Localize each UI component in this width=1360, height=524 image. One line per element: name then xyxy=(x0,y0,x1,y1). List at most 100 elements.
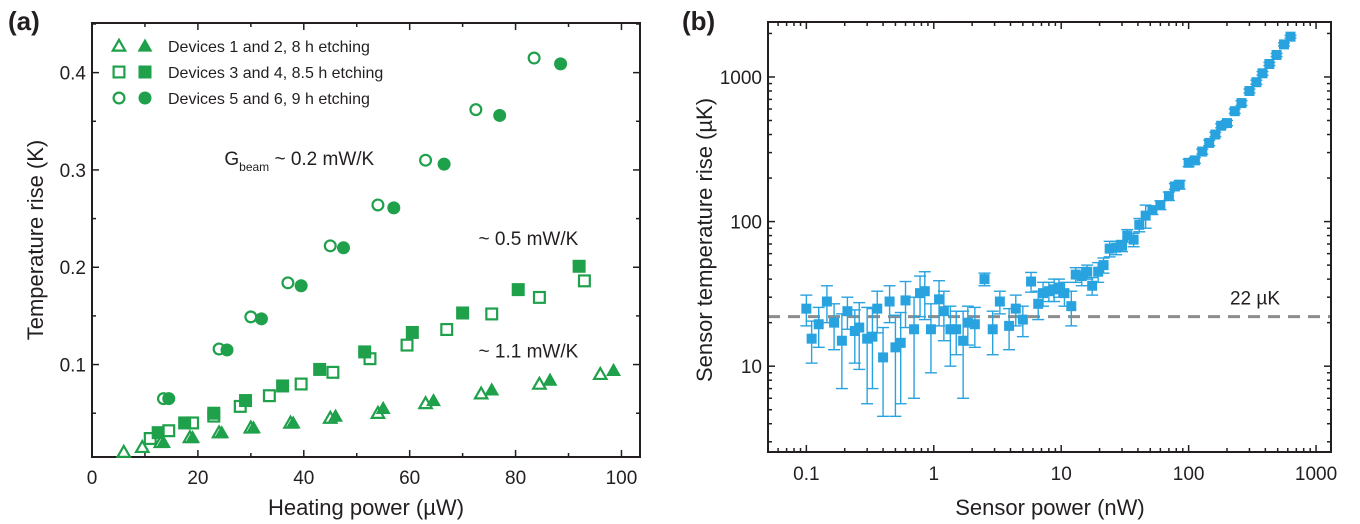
data-marker xyxy=(890,342,901,353)
panel-a-marks xyxy=(115,51,622,458)
y-tick-label: 0.4 xyxy=(60,64,87,85)
y-tick-label: 100 xyxy=(730,213,762,234)
data-point xyxy=(1025,271,1038,293)
data-marker xyxy=(1017,314,1028,325)
data-marker xyxy=(1104,243,1115,254)
data-marker xyxy=(994,296,1005,307)
data-marker xyxy=(1082,266,1093,277)
data-point xyxy=(358,345,372,359)
data-point xyxy=(577,274,591,288)
legend-marker-open xyxy=(112,65,126,79)
x-tick-label: 10 xyxy=(1051,464,1072,485)
data-point xyxy=(162,392,176,406)
data-point xyxy=(871,290,884,334)
data-point xyxy=(1209,129,1222,140)
legend-label: Devices 3 and 4, 8.5 h etching xyxy=(168,65,383,82)
data-point xyxy=(1016,305,1029,338)
data-point xyxy=(1009,294,1022,327)
data-marker xyxy=(938,306,949,317)
data-marker xyxy=(1004,320,1015,331)
data-point xyxy=(1133,217,1146,233)
x-tick-label: 100 xyxy=(1173,464,1205,485)
data-point xyxy=(254,312,268,326)
data-point xyxy=(1162,191,1175,202)
data-point xyxy=(1086,276,1099,296)
x-tick-label: 100 xyxy=(606,468,638,489)
panel-b-ticks: 0.1 1 10 100 1000 10 100 1000 xyxy=(720,22,1337,485)
data-marker xyxy=(1251,77,1262,88)
data-point xyxy=(1081,264,1094,280)
data-marker xyxy=(1010,303,1021,314)
data-marker xyxy=(1221,118,1232,129)
x-tick-label: 0.1 xyxy=(793,464,819,485)
data-point xyxy=(419,153,433,167)
legend-marker-filled xyxy=(138,91,152,105)
data-point xyxy=(484,382,500,396)
data-marker xyxy=(801,303,812,314)
data-point xyxy=(1277,39,1290,50)
data-marker xyxy=(872,303,883,314)
data-point xyxy=(1270,49,1283,60)
data-point xyxy=(115,443,132,458)
data-marker xyxy=(958,335,969,346)
data-point xyxy=(456,306,470,320)
x-tick-label: 1000 xyxy=(1295,464,1337,485)
data-point xyxy=(908,296,921,399)
data-marker xyxy=(919,286,930,297)
data-point xyxy=(276,379,290,393)
data-marker xyxy=(878,352,889,363)
data-point xyxy=(924,303,937,374)
data-marker xyxy=(895,337,906,348)
data-marker xyxy=(1174,179,1185,190)
data-point xyxy=(853,301,866,371)
data-point xyxy=(220,343,234,357)
data-marker xyxy=(1147,205,1158,216)
data-point xyxy=(820,285,833,324)
data-marker xyxy=(1117,240,1128,251)
data-point xyxy=(861,306,874,405)
data-point xyxy=(554,57,568,71)
data-point xyxy=(244,310,258,324)
panel-b-ylabel: Sensor temperature rise (µK) xyxy=(692,98,717,382)
data-marker xyxy=(1271,49,1282,60)
data-point xyxy=(400,338,414,352)
data-point xyxy=(387,201,401,215)
y-tick-label: 10 xyxy=(741,357,762,378)
data-marker xyxy=(821,296,832,307)
data-point xyxy=(375,400,391,414)
panel-a-label: (a) xyxy=(8,6,40,36)
data-marker xyxy=(1059,288,1070,299)
data-point xyxy=(918,271,931,321)
data-marker xyxy=(987,324,998,335)
data-point xyxy=(1127,232,1140,248)
data-marker xyxy=(829,317,840,328)
data-marker xyxy=(979,274,990,285)
y-tick-label: 0.1 xyxy=(60,356,86,377)
data-point xyxy=(294,279,308,293)
data-marker xyxy=(867,331,878,342)
data-marker xyxy=(884,296,895,307)
data-marker xyxy=(1140,210,1151,221)
data-marker xyxy=(1026,276,1037,287)
data-point xyxy=(986,310,999,356)
data-point xyxy=(440,323,454,337)
data-marker xyxy=(900,295,911,306)
data-marker xyxy=(1236,98,1247,109)
legend-label: Devices 1 and 2, 8 h etching xyxy=(168,39,370,56)
data-point xyxy=(993,290,1006,315)
data-marker xyxy=(934,294,945,305)
data-point xyxy=(978,272,991,287)
data-marker xyxy=(1111,242,1122,253)
data-marker xyxy=(1134,219,1145,230)
data-point xyxy=(889,314,902,418)
data-point xyxy=(572,259,586,273)
data-point xyxy=(937,290,950,342)
data-point xyxy=(877,326,890,418)
data-point xyxy=(214,425,230,439)
data-point xyxy=(371,198,385,212)
data-point xyxy=(1250,77,1263,88)
data-marker xyxy=(1189,155,1200,166)
panel-a-ylabel: Temperature rise (K) xyxy=(23,140,48,341)
data-point xyxy=(841,296,854,330)
